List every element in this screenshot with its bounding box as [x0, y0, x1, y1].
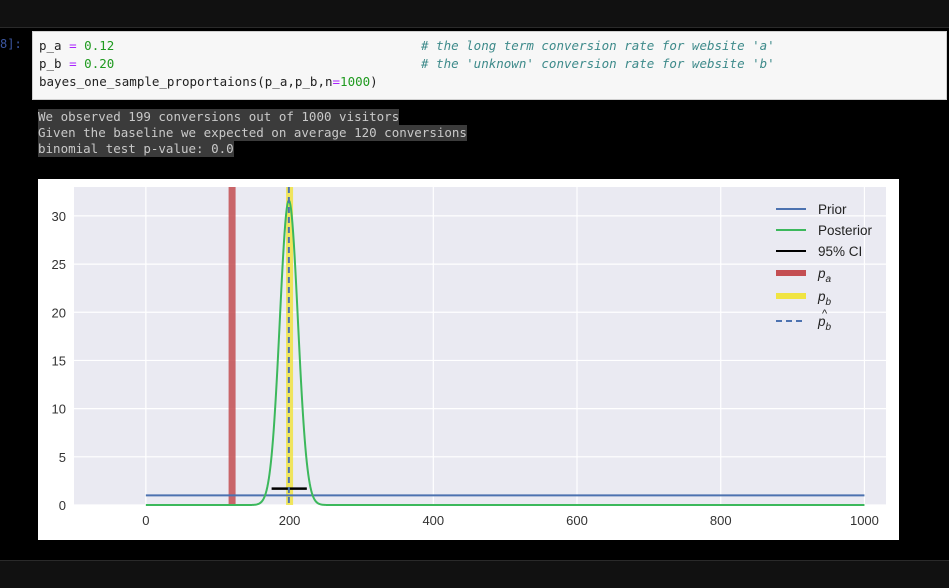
code-var: p_a	[39, 38, 62, 53]
y-tick-label: 25	[52, 257, 66, 272]
code-line-3: bayes_one_sample_proportaions(p_a,p_b,n=…	[39, 74, 378, 89]
series-posterior	[145, 198, 865, 506]
legend-subscript: b	[826, 297, 832, 308]
code-function-call: bayes_one_sample_proportaions(p_a,p_b,	[39, 74, 325, 89]
notebook-top-bar	[0, 0, 949, 28]
code-line-2: p_b = 0.20	[39, 56, 114, 71]
output-line: binomial test p-value: 0.0	[38, 141, 234, 157]
y-tick-label: 5	[59, 450, 66, 465]
notebook-bottom-bar	[0, 560, 949, 588]
code-comment-2: # the 'unknown' conversion rate for webs…	[421, 56, 775, 71]
x-tick-label: 400	[422, 513, 444, 528]
code-op: =	[69, 56, 77, 71]
x-tick-label: 800	[710, 513, 732, 528]
legend-label: Posterior	[818, 223, 873, 238]
y-tick-label: 30	[52, 209, 66, 224]
code-number: 1000	[340, 74, 371, 89]
code-cell[interactable]: p_a = 0.12 # the long term conversion ra…	[32, 31, 947, 100]
plot-area	[74, 187, 886, 505]
y-tick-label: 10	[52, 402, 66, 417]
code-paren: )	[370, 74, 378, 89]
code-number: 0.20	[84, 56, 115, 71]
x-tick-label: 0	[142, 513, 149, 528]
legend-label: 95% CI	[818, 244, 862, 259]
code-line-1: p_a = 0.12	[39, 38, 114, 53]
legend-subscript: a	[826, 274, 832, 285]
x-tick-label: 200	[279, 513, 301, 528]
y-tick-label: 15	[52, 353, 66, 368]
plot-output: 0 200 400 600 800 1000 0 5 10 15 20 25 30 Prior Poster…	[38, 179, 899, 540]
x-tick-label: 1000	[850, 513, 879, 528]
code-keyword-arg: n	[324, 74, 333, 89]
y-tick-label: 20	[52, 305, 66, 320]
code-op: =	[69, 38, 77, 53]
code-op: =	[332, 74, 341, 89]
x-tick-label: 600	[566, 513, 588, 528]
code-var: p_b	[39, 56, 62, 71]
legend-label: Prior	[818, 202, 847, 217]
code-comment-1: # the long term conversion rate for webs…	[421, 38, 775, 53]
cell-output-text: We observed 199 conversions out of 1000 …	[38, 109, 467, 157]
legend-hat-mark: ^	[822, 308, 828, 320]
legend-subscript: b	[826, 322, 832, 333]
output-line: Given the baseline we expected on averag…	[38, 125, 467, 141]
output-line: We observed 199 conversions out of 1000 …	[38, 109, 400, 125]
cell-prompt: 8]:	[0, 37, 22, 51]
code-number: 0.12	[84, 38, 115, 53]
y-tick-label: 0	[59, 498, 66, 513]
chart-svg: 0 200 400 600 800 1000 0 5 10 15 20 25 30 Prior Poster…	[52, 187, 886, 528]
